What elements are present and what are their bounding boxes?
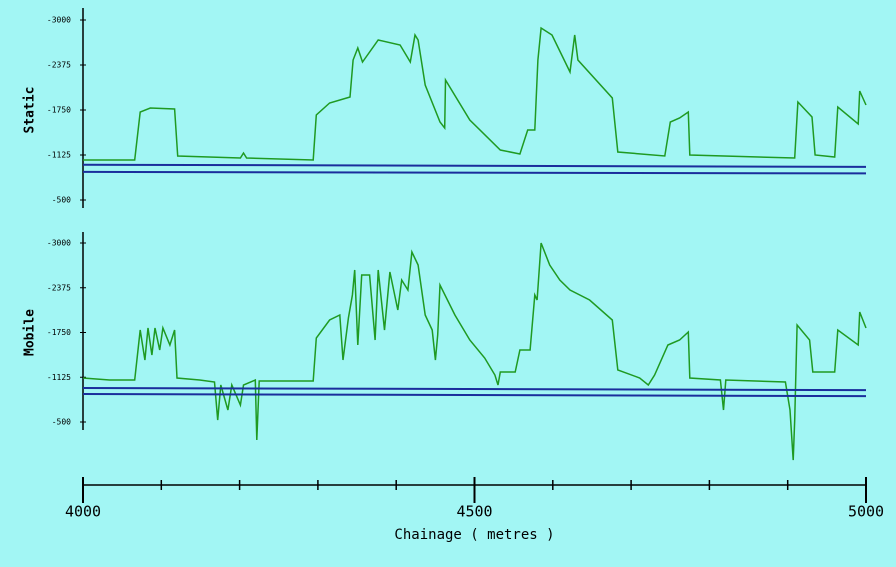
data-line (82, 242, 867, 461)
x-axis-label: Chainage ( metres ) (394, 527, 554, 543)
y-tick-label: -3000 (47, 239, 71, 248)
y-tick-label: -1750 (47, 328, 71, 337)
data-line (82, 170, 867, 175)
data-line (82, 387, 867, 392)
y-axis-label: Static (23, 87, 38, 134)
y-tick-label: -2375 (47, 283, 71, 292)
y-tick-label: -3000 (47, 16, 71, 25)
x-tick-label: 4500 (456, 503, 492, 521)
y-tick-label: -1125 (47, 373, 71, 382)
data-line (82, 163, 867, 168)
data-line (83, 26, 867, 161)
y-tick-label: -1125 (47, 151, 71, 160)
x-tick-label: 5000 (848, 503, 884, 521)
y-tick-label: -2375 (47, 61, 71, 70)
data-line (82, 393, 867, 398)
x-tick-label: 4000 (65, 503, 101, 521)
y-axis-label: Mobile (23, 309, 38, 356)
y-tick-label: -1750 (47, 106, 71, 115)
y-tick-label: -500 (52, 196, 71, 205)
y-tick-label: -500 (52, 418, 71, 427)
